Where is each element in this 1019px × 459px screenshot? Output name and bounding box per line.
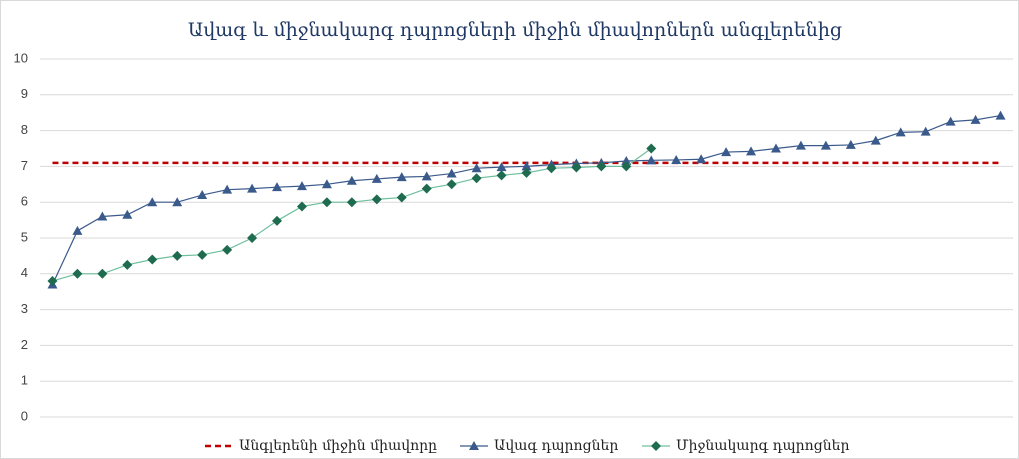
y-tick-label: 0: [21, 408, 28, 423]
y-tick-label: 10: [14, 50, 28, 65]
triangle-marker: [272, 182, 283, 192]
triangle-marker: [371, 173, 382, 183]
diamond-marker: [651, 441, 661, 451]
diamond-marker: [296, 201, 307, 212]
diamond-marker: [222, 244, 233, 255]
y-tick-label: 7: [21, 158, 28, 173]
triangle-marker: [296, 181, 307, 191]
triangle-marker: [496, 162, 507, 172]
y-tick-label: 5: [21, 229, 28, 244]
diamond-marker: [471, 173, 482, 184]
y-tick-label: 2: [21, 337, 28, 352]
triangle-marker: [321, 179, 332, 189]
triangle-marker: [770, 143, 781, 153]
diamond-marker: [621, 161, 632, 172]
y-tick-label: 4: [21, 265, 28, 280]
triangle-marker: [222, 184, 233, 194]
y-tick-label: 1: [21, 373, 28, 388]
diamond-marker: [421, 183, 432, 194]
legend-label: Ավագ դպրոցներ: [494, 438, 618, 454]
diamond-marker: [172, 250, 183, 261]
triangle-marker: [521, 161, 532, 171]
diamond-marker: [571, 162, 582, 173]
triangle-marker: [446, 168, 457, 178]
y-tick-label: 8: [21, 122, 28, 137]
triangle-marker: [396, 172, 407, 182]
triangle-marker: [247, 183, 258, 193]
triangle-marker: [870, 135, 881, 145]
legend-label: Միջնակարգ դպրոցներ: [676, 438, 849, 454]
triangle-marker: [995, 110, 1006, 120]
triangle-marker: [746, 146, 757, 156]
diamond-marker: [371, 194, 382, 205]
triangle-marker: [72, 225, 83, 235]
triangle-marker: [147, 197, 158, 207]
chart-title: Ավագ և միջնակարգ դպրոցների միջին միավորն…: [188, 19, 842, 41]
diamond-marker: [47, 275, 58, 286]
diamond-marker: [596, 161, 607, 172]
diamond-marker: [147, 254, 158, 265]
triangle-marker: [820, 140, 831, 150]
triangle-marker: [721, 147, 732, 157]
diamond-marker: [247, 233, 258, 243]
triangle-marker: [945, 116, 956, 126]
diamond-marker: [521, 167, 532, 178]
diamond-marker: [197, 249, 208, 260]
triangle-marker: [172, 197, 183, 207]
triangle-marker: [421, 171, 432, 181]
y-tick-label: 6: [21, 194, 28, 209]
diamond-marker: [646, 143, 657, 154]
y-tick-label: 9: [21, 86, 28, 101]
legend-label: Անգլերենի միջին միավորը: [239, 438, 437, 454]
triangle-marker: [920, 126, 931, 136]
y-tick-label: 3: [21, 301, 28, 316]
diamond-marker: [546, 163, 557, 174]
triangle-marker: [970, 114, 981, 124]
triangle-marker: [346, 175, 357, 185]
triangle-marker: [469, 441, 479, 450]
triangle-marker: [696, 154, 707, 164]
diamond-marker: [346, 197, 357, 208]
diamond-marker: [122, 259, 133, 270]
diamond-marker: [446, 179, 457, 190]
diamond-marker: [496, 170, 507, 181]
diamond-marker: [321, 197, 332, 208]
diamond-marker: [97, 268, 108, 279]
triangle-marker: [795, 140, 806, 150]
triangle-marker: [671, 154, 682, 164]
triangle-marker: [97, 211, 108, 221]
diamond-marker: [396, 192, 407, 203]
triangle-marker: [197, 190, 208, 200]
triangle-marker: [895, 127, 906, 137]
triangle-marker: [845, 139, 856, 149]
triangle-marker: [646, 155, 657, 165]
triangle-marker: [122, 209, 133, 219]
diamond-marker: [272, 215, 283, 226]
triangle-marker: [471, 163, 482, 173]
diamond-marker: [72, 268, 83, 279]
triangle-marker: [621, 156, 632, 166]
